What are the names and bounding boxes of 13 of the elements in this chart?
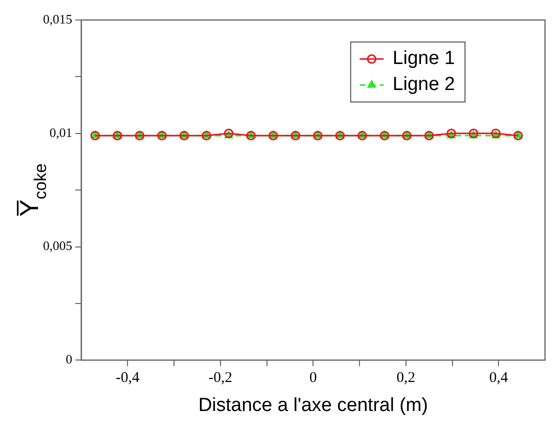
y-tick-label: 0,01 (50, 124, 72, 140)
x-tick-label: 0,2 (396, 370, 416, 386)
legend-label: Ligne 1 (392, 48, 456, 70)
legend-label: Ligne 2 (392, 74, 456, 96)
x-axis-title: Distance a l'axe central (m) (198, 394, 428, 416)
y-tick-label: 0,015 (43, 11, 72, 26)
y-axis-title: Y̅coke (14, 163, 50, 217)
x-tick-label: -0,4 (116, 370, 140, 386)
y-tick-label: 0,005 (43, 238, 72, 254)
x-tick-label: -0,2 (208, 370, 232, 386)
x-tick-label: 0,4 (489, 370, 508, 386)
x-tick-label: 0 (309, 370, 317, 386)
y-tick-label: 0 (66, 352, 72, 367)
